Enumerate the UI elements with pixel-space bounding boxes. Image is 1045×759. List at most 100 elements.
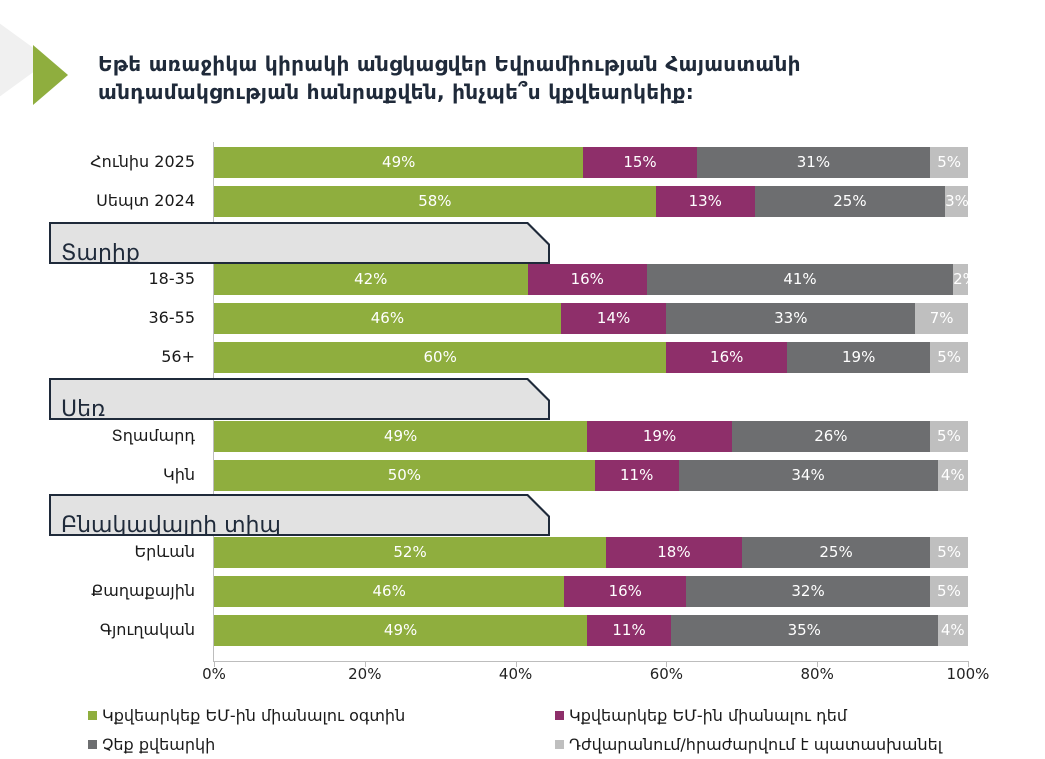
bar-segment-for: 58% bbox=[214, 186, 656, 217]
group-header-fill bbox=[51, 224, 548, 262]
data-label: 11% bbox=[620, 466, 654, 484]
data-label: 15% bbox=[623, 153, 657, 171]
row-label: Սեպտ 2024 bbox=[96, 191, 195, 210]
data-label: 7% bbox=[929, 309, 954, 327]
group-header-fill bbox=[51, 496, 548, 534]
legend-swatch bbox=[88, 711, 97, 720]
legend-swatch bbox=[88, 740, 97, 749]
data-label: 19% bbox=[841, 348, 876, 366]
data-label: 49% bbox=[382, 153, 416, 171]
x-tick bbox=[817, 661, 819, 667]
x-tick-label: 60% bbox=[649, 665, 684, 683]
data-label: 46% bbox=[372, 582, 406, 600]
bar-segment-against: 11% bbox=[587, 615, 671, 646]
row-label: 36-55 bbox=[148, 308, 196, 327]
bar-segment-refuse: 4% bbox=[937, 460, 968, 491]
bar-segment-not-vote: 31% bbox=[696, 147, 931, 178]
bar-segment-not-vote: 34% bbox=[678, 460, 938, 491]
data-label: 26% bbox=[814, 427, 848, 445]
legend-item: Չեք քվեարկի bbox=[88, 735, 215, 754]
data-label: 5% bbox=[937, 348, 962, 366]
bar-segment-against: 15% bbox=[583, 147, 697, 178]
bar-segment-not-vote: 33% bbox=[666, 303, 916, 334]
bar-segment-refuse: 5% bbox=[930, 342, 968, 373]
bar-segment-refuse: 5% bbox=[929, 576, 968, 607]
data-label: 3% bbox=[945, 192, 969, 210]
data-label: 11% bbox=[612, 621, 646, 639]
group-header: Տարիք bbox=[49, 222, 550, 264]
legend-swatch bbox=[555, 740, 564, 749]
bar-segment-against: 19% bbox=[587, 421, 732, 452]
bar-segment-not-vote: 35% bbox=[670, 615, 938, 646]
legend-item: Կքվեարկեք ԵՄ-ին միանալու օգտին bbox=[88, 706, 405, 725]
bar-segment-refuse: 5% bbox=[930, 147, 968, 178]
bar-segment-refuse: 7% bbox=[915, 303, 968, 334]
data-label: 16% bbox=[710, 348, 744, 366]
bar-segment-not-vote: 25% bbox=[754, 186, 946, 217]
bar-segment-for: 46% bbox=[214, 303, 561, 334]
row-label: 56+ bbox=[161, 347, 195, 366]
data-label: 42% bbox=[354, 270, 388, 288]
legend-swatch bbox=[555, 711, 564, 720]
data-label: 52% bbox=[393, 543, 427, 561]
row-label: Հունիս 2025 bbox=[90, 152, 195, 171]
bar-segment-against: 16% bbox=[564, 576, 687, 607]
data-label: 5% bbox=[937, 153, 962, 171]
group-header: Բնակավայրի տիպ bbox=[49, 494, 550, 536]
group-header-fill bbox=[51, 380, 548, 418]
data-label: 5% bbox=[937, 427, 961, 445]
bar-segment-against: 16% bbox=[666, 342, 788, 373]
data-label: 25% bbox=[833, 192, 867, 210]
legend-label: Կքվեարկեք ԵՄ-ին միանալու դեմ bbox=[569, 706, 847, 725]
x-tick bbox=[968, 661, 969, 667]
bar-segment-not-vote: 41% bbox=[646, 264, 954, 295]
data-label: 19% bbox=[642, 427, 677, 445]
data-label: 35% bbox=[787, 621, 821, 639]
x-tick-label: 40% bbox=[498, 665, 533, 683]
bar-segment-for: 49% bbox=[214, 147, 584, 178]
row-label: Քաղաքային bbox=[91, 581, 195, 600]
x-tick bbox=[214, 661, 215, 667]
data-label: 31% bbox=[796, 153, 831, 171]
data-label: 60% bbox=[423, 348, 457, 366]
legend-item: Դժվարանում/հրաժարվում է պատասխանել bbox=[555, 735, 942, 754]
chart-title: Եթե առաջիկա կիրակի անցկացվեր Եվրամիությա… bbox=[98, 52, 801, 104]
bar-segment-for: 49% bbox=[214, 421, 588, 452]
data-label: 4% bbox=[940, 466, 965, 484]
data-label: 33% bbox=[774, 309, 808, 327]
legend-item: Կքվեարկեք ԵՄ-ին միանալու դեմ bbox=[555, 706, 847, 725]
bar-segment-against: 18% bbox=[606, 537, 742, 568]
data-label: 49% bbox=[383, 427, 418, 445]
data-label: 13% bbox=[688, 192, 722, 210]
x-tick bbox=[515, 661, 517, 667]
row-label: Կին bbox=[163, 465, 195, 484]
data-label: 49% bbox=[383, 621, 418, 639]
data-label: 16% bbox=[608, 582, 642, 600]
legend-label: Կքվեարկեք ԵՄ-ին միանալու օգտին bbox=[102, 706, 406, 725]
x-tick-label: 20% bbox=[348, 665, 382, 683]
bar-segment-not-vote: 26% bbox=[731, 421, 930, 452]
group-header: Սեռ bbox=[49, 378, 550, 420]
x-axis bbox=[214, 661, 968, 662]
bar-segment-for: 60% bbox=[214, 342, 667, 373]
bar-segment-against: 11% bbox=[594, 460, 679, 491]
data-label: 18% bbox=[657, 543, 691, 561]
bar-segment-for: 46% bbox=[214, 576, 565, 607]
data-label: 46% bbox=[370, 309, 405, 327]
x-tick bbox=[364, 661, 366, 667]
row-label: Տղամարդ bbox=[111, 426, 196, 445]
bar-segment-against: 14% bbox=[560, 303, 667, 334]
row-label: Երևան bbox=[134, 542, 195, 561]
bar-segment-not-vote: 32% bbox=[686, 576, 930, 607]
x-tick-label: 0% bbox=[202, 665, 226, 683]
data-label: 2% bbox=[953, 270, 977, 288]
bar-segment-against: 16% bbox=[527, 264, 647, 295]
row-label: 18-35 bbox=[148, 269, 196, 288]
data-label: 4% bbox=[940, 621, 965, 639]
bar-segment-refuse: 2% bbox=[953, 264, 977, 295]
bar-segment-refuse: 5% bbox=[929, 421, 968, 452]
data-label: 16% bbox=[570, 270, 604, 288]
legend-label: Դժվարանում/հրաժարվում է պատասխանել bbox=[569, 735, 943, 754]
bar-segment-for: 42% bbox=[214, 264, 528, 295]
bar-segment-refuse: 3% bbox=[945, 186, 969, 217]
